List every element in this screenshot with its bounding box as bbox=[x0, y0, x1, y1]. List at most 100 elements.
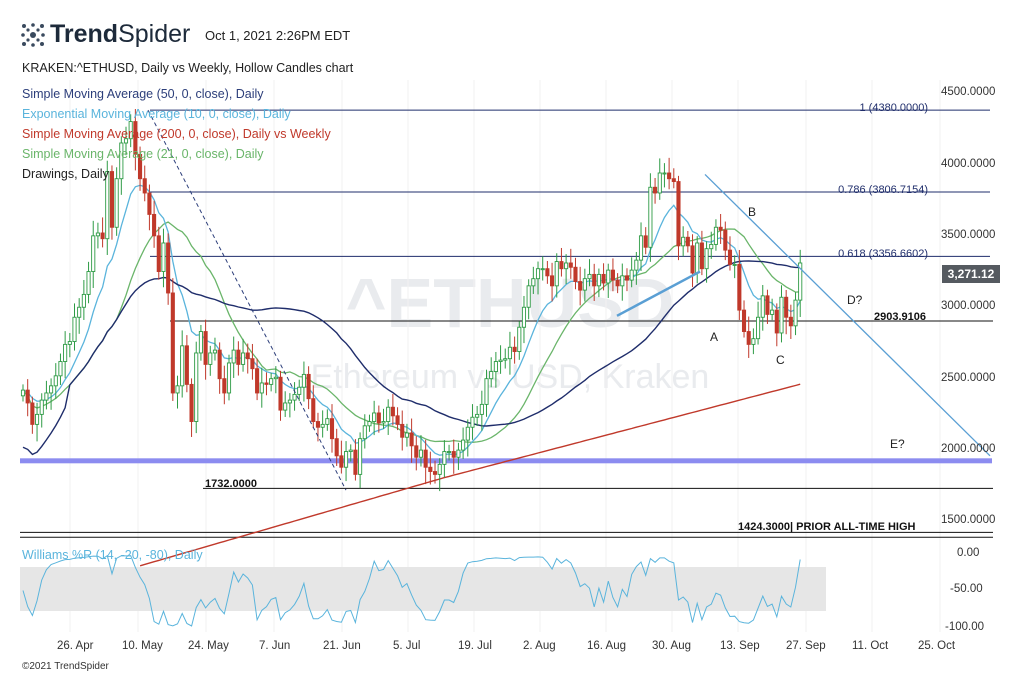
candle bbox=[212, 337, 218, 361]
candle bbox=[727, 236, 733, 271]
candle bbox=[629, 257, 634, 288]
candle bbox=[128, 114, 133, 148]
candle bbox=[732, 255, 737, 279]
candle bbox=[91, 220, 96, 288]
candle bbox=[325, 409, 330, 431]
candle bbox=[386, 399, 391, 435]
candle bbox=[592, 263, 597, 301]
candle bbox=[793, 292, 798, 336]
date-tick: 10. May bbox=[122, 640, 163, 652]
candle bbox=[507, 331, 512, 375]
candle bbox=[315, 412, 321, 442]
candle bbox=[77, 298, 82, 334]
candle bbox=[259, 367, 264, 408]
candle bbox=[109, 165, 115, 240]
legend-sma200-text: Simple Moving Average (200, 0, close), D… bbox=[22, 127, 331, 141]
candle bbox=[123, 126, 129, 156]
copyright-footer: ©2021 TrendSpider bbox=[22, 661, 109, 672]
candle bbox=[545, 260, 550, 284]
date-tick: 27. Sep bbox=[786, 640, 826, 652]
wr-tick: -50.00 bbox=[950, 583, 983, 595]
fib-anchor-dashed-line bbox=[147, 109, 347, 491]
candle bbox=[564, 254, 569, 285]
candle bbox=[737, 249, 742, 320]
candle bbox=[461, 427, 466, 459]
candle bbox=[320, 410, 325, 438]
candle bbox=[400, 410, 405, 451]
candle bbox=[133, 108, 138, 171]
descending-trendline bbox=[704, 173, 991, 457]
candle bbox=[662, 163, 667, 188]
candle bbox=[353, 439, 358, 481]
candle bbox=[217, 342, 222, 394]
date-tick: 30. Aug bbox=[652, 640, 692, 652]
candle bbox=[676, 175, 681, 261]
point-b-label: B bbox=[748, 205, 756, 219]
candle bbox=[437, 458, 442, 492]
spider-logo-icon bbox=[21, 23, 45, 47]
candle bbox=[601, 263, 606, 291]
candle bbox=[180, 330, 185, 398]
candle bbox=[184, 335, 189, 393]
candle bbox=[44, 380, 49, 410]
candle bbox=[475, 405, 480, 426]
candle bbox=[344, 441, 349, 482]
candle bbox=[526, 279, 531, 320]
candle bbox=[606, 263, 611, 298]
date-tick: 5. Jul bbox=[393, 640, 421, 652]
candle bbox=[25, 379, 30, 417]
candle bbox=[175, 375, 180, 409]
candle bbox=[147, 184, 152, 231]
candle bbox=[306, 366, 311, 410]
date-tick: 19. Jul bbox=[458, 640, 492, 652]
candle bbox=[198, 324, 203, 361]
price-tick: 2500.0000 bbox=[941, 372, 996, 384]
candle bbox=[550, 262, 555, 302]
candle bbox=[751, 328, 756, 355]
candle bbox=[273, 366, 278, 394]
candle bbox=[390, 393, 395, 426]
candle bbox=[269, 372, 274, 392]
candle bbox=[568, 248, 573, 279]
candle bbox=[292, 382, 297, 411]
candle bbox=[170, 278, 175, 401]
williams-r-label[interactable]: Williams %R (14, -20, -80), Daily bbox=[22, 548, 203, 562]
candle bbox=[723, 221, 728, 261]
candle bbox=[718, 213, 723, 244]
trendspider-logo bbox=[20, 22, 46, 53]
point-e-label: E? bbox=[890, 437, 905, 451]
candle bbox=[638, 222, 644, 271]
candle bbox=[67, 332, 72, 358]
legend-sma21-text: Simple Moving Average (21, 0, close), Da… bbox=[22, 147, 264, 161]
candle bbox=[414, 436, 419, 471]
candle bbox=[30, 396, 35, 434]
date-tick: 24. May bbox=[188, 640, 229, 652]
candle bbox=[470, 404, 475, 440]
candle bbox=[653, 177, 658, 204]
point-a-label: A bbox=[710, 330, 718, 344]
candle bbox=[671, 168, 676, 189]
candle bbox=[264, 372, 269, 396]
candle bbox=[447, 444, 452, 461]
candle bbox=[784, 289, 789, 335]
price-tick: 3500.0000 bbox=[941, 229, 996, 241]
candle bbox=[484, 369, 489, 417]
candle bbox=[456, 442, 461, 470]
candle bbox=[222, 365, 227, 405]
candle bbox=[634, 251, 639, 285]
candle bbox=[39, 393, 44, 428]
price-tick: 3000.0000 bbox=[941, 300, 996, 312]
fib-1-label: 1 (4380.0000) bbox=[860, 102, 929, 114]
candle bbox=[367, 414, 372, 432]
candle bbox=[713, 219, 718, 251]
candle bbox=[245, 343, 250, 374]
candle bbox=[58, 353, 63, 385]
date-tick: 13. Sep bbox=[720, 640, 760, 652]
candle bbox=[156, 226, 161, 280]
trendspider-wordmark: TrendSpider bbox=[50, 20, 191, 48]
candle bbox=[208, 345, 213, 376]
candle bbox=[241, 338, 246, 372]
candle bbox=[624, 268, 630, 292]
williams-r-line bbox=[22, 554, 801, 627]
